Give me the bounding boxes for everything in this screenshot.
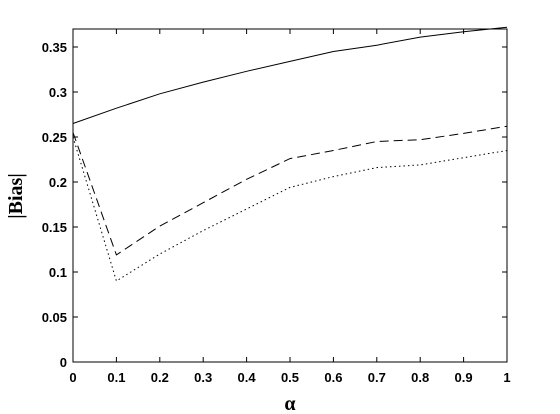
x-tick-label: 0 [69, 370, 76, 385]
x-tick-label: 0.5 [281, 370, 299, 385]
series-line-dotted [72, 136, 508, 282]
x-tick-label: 0.7 [368, 370, 386, 385]
series-layer [72, 26, 508, 282]
y-axis: 0 0.05 0.1 0.15 0.2 0.25 0.3 0.35 [42, 40, 507, 370]
x-axis-label: α [284, 393, 295, 414]
series-line-dashed [72, 125, 508, 256]
x-tick-label: 0.6 [324, 370, 342, 385]
y-tick-label: 0.25 [42, 130, 67, 145]
x-tick-label: 0.2 [151, 370, 169, 385]
y-tick-label: 0.1 [49, 265, 67, 280]
x-tick-label: 0.8 [411, 370, 429, 385]
y-tick-label: 0 [60, 355, 67, 370]
x-tick-label: 0.4 [238, 370, 257, 385]
x-tick-label: 0.1 [107, 370, 125, 385]
y-tick-label: 0.15 [42, 220, 67, 235]
y-tick-label: 0.3 [49, 85, 67, 100]
y-tick-label: 0.05 [42, 310, 67, 325]
y-axis-label: |Bias| [5, 173, 27, 219]
plot-frame [72, 28, 508, 363]
x-axis: 0 0.1 0.2 0.3 0.4 0.5 0.6 0.7 0.8 0.9 1 [69, 29, 511, 385]
x-tick-label: 0.3 [194, 370, 212, 385]
y-tick-label: 0.2 [49, 175, 67, 190]
series-line-solid [72, 26, 508, 124]
x-tick-label: 1 [503, 370, 510, 385]
x-tick-label: 0.9 [455, 370, 473, 385]
y-tick-label: 0.35 [42, 40, 67, 55]
